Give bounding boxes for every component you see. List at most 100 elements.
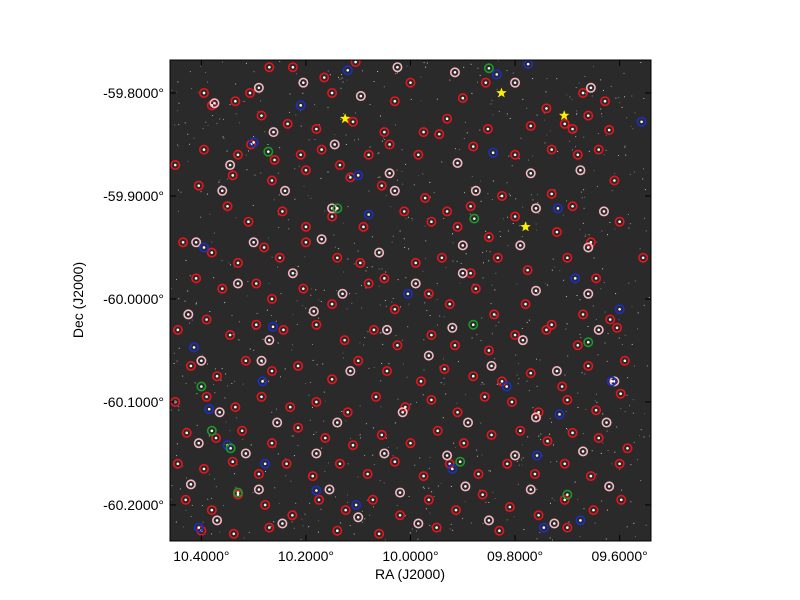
field-star	[423, 128, 425, 130]
field-star	[488, 470, 490, 472]
field-star	[445, 393, 447, 395]
field-star	[574, 481, 576, 483]
red-circle-marker	[492, 252, 503, 263]
field-star	[557, 150, 559, 152]
pink-circle-marker	[185, 479, 196, 490]
field-star	[182, 465, 184, 467]
field-star	[339, 78, 341, 80]
source-star	[257, 488, 261, 491]
red-circle-marker	[277, 206, 288, 217]
source-star	[423, 196, 427, 200]
source-star	[388, 171, 391, 175]
pink-circle-marker	[585, 82, 596, 93]
source-star	[354, 60, 357, 64]
source-star	[456, 161, 459, 165]
source-star	[589, 474, 593, 478]
red-circle-marker	[426, 216, 437, 227]
field-star	[175, 91, 177, 93]
pink-circle-marker	[389, 185, 400, 196]
source-star	[518, 429, 522, 433]
field-star	[382, 343, 384, 345]
field-star	[214, 392, 216, 394]
field-star	[575, 87, 577, 89]
pink-circle-marker	[517, 335, 528, 346]
red-circle-marker	[567, 201, 578, 212]
source-star	[558, 413, 561, 416]
field-star	[271, 256, 273, 258]
field-star	[494, 289, 496, 291]
pink-circle-marker	[214, 407, 225, 418]
field-star	[238, 122, 240, 124]
source-star	[176, 328, 180, 332]
field-star	[329, 74, 331, 76]
field-star	[264, 382, 266, 384]
pink-circle-marker	[381, 324, 392, 335]
red-circle-marker	[191, 273, 202, 284]
field-star	[395, 335, 397, 337]
field-star	[602, 268, 604, 270]
source-star	[281, 522, 284, 525]
field-star	[604, 311, 606, 313]
pink-circle-marker	[457, 240, 468, 251]
field-star	[277, 266, 279, 268]
field-star	[568, 140, 570, 142]
field-star	[637, 328, 638, 330]
field-star	[396, 504, 398, 506]
pink-circle-marker	[308, 306, 319, 317]
field-star	[261, 362, 263, 364]
field-star	[645, 524, 647, 526]
red-circle-marker	[533, 407, 544, 418]
red-circle-marker	[468, 371, 479, 382]
field-star	[536, 385, 538, 387]
source-star	[471, 323, 475, 327]
field-star	[190, 345, 192, 347]
field-star	[177, 81, 179, 83]
source-star	[311, 474, 315, 478]
field-star	[571, 149, 573, 151]
field-star	[343, 271, 345, 273]
field-star	[628, 282, 630, 284]
red-circle-marker	[269, 154, 280, 165]
blue-circle-marker	[606, 376, 617, 387]
field-star	[220, 185, 222, 187]
field-star	[615, 293, 617, 295]
field-star	[225, 373, 227, 375]
blue-circle-marker	[488, 147, 499, 158]
field-star	[537, 202, 539, 204]
source-star	[498, 529, 501, 533]
source-star	[430, 398, 433, 402]
field-star	[294, 198, 296, 200]
field-star	[430, 294, 432, 296]
source-star	[521, 338, 525, 342]
field-star	[271, 315, 272, 316]
source-star	[534, 289, 538, 293]
source-star	[451, 326, 454, 330]
field-star	[576, 110, 578, 112]
source-star	[257, 472, 261, 476]
field-star	[298, 165, 300, 167]
field-star	[318, 317, 320, 319]
field-star	[636, 459, 638, 461]
field-star	[584, 235, 586, 237]
field-star	[411, 528, 413, 530]
red-circle-marker	[350, 60, 361, 68]
red-circle-marker	[525, 120, 536, 131]
field-star	[441, 161, 443, 163]
pink-circle-marker	[264, 335, 275, 346]
source-star	[605, 421, 608, 424]
field-star	[606, 430, 608, 432]
red-circle-marker	[316, 144, 327, 155]
field-star	[581, 197, 583, 199]
pink-circle-marker	[232, 278, 243, 289]
source-star	[464, 485, 467, 488]
field-star	[293, 527, 295, 529]
field-star	[600, 288, 602, 290]
pink-circle-marker	[460, 481, 471, 492]
blue-circle-marker	[402, 288, 413, 299]
red-circle-marker	[260, 499, 271, 510]
field-star	[592, 305, 594, 307]
red-circle-marker	[274, 252, 285, 263]
source-star	[529, 371, 533, 375]
field-star	[412, 219, 413, 221]
field-star	[585, 93, 586, 95]
